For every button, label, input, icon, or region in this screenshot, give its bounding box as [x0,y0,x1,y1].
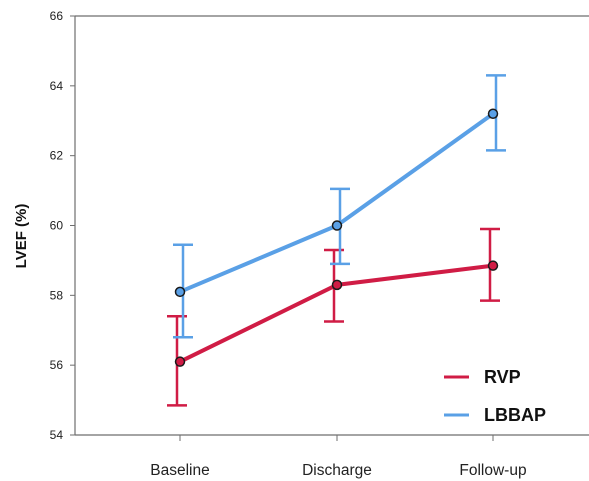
x-tick-label: Baseline [150,462,209,479]
legend: RVP LBBAP [444,367,546,425]
y-tick-label: 66 [50,9,64,23]
y-tick-label: 64 [50,79,64,93]
y-tick-label: 62 [50,149,64,163]
data-point [487,108,499,120]
data-point [174,356,186,367]
y-axis-group: 54 56 58 60 62 64 66 [50,9,589,442]
y-tick-label: 56 [50,358,64,372]
legend-label: LBBAP [484,405,546,425]
series-group [167,74,506,407]
x-tick-label: Follow-up [459,462,526,479]
data-point [487,260,499,271]
y-tick-label: 58 [50,288,64,302]
legend-item-lbbap: LBBAP [444,405,546,425]
x-axis-group: Baseline Discharge Follow-up [75,434,589,479]
data-point [331,279,343,291]
data-point [331,220,343,231]
legend-item-rvp: RVP [444,367,521,387]
y-tick-label: 54 [50,428,64,442]
series-rvp [167,227,500,407]
legend-label: RVP [484,367,521,387]
x-tick-label: Discharge [302,462,372,479]
y-axis-label: LVEF (%) [13,204,30,269]
data-point [174,286,186,298]
series-lbbap [173,74,506,339]
y-tick-label: 60 [50,219,64,233]
